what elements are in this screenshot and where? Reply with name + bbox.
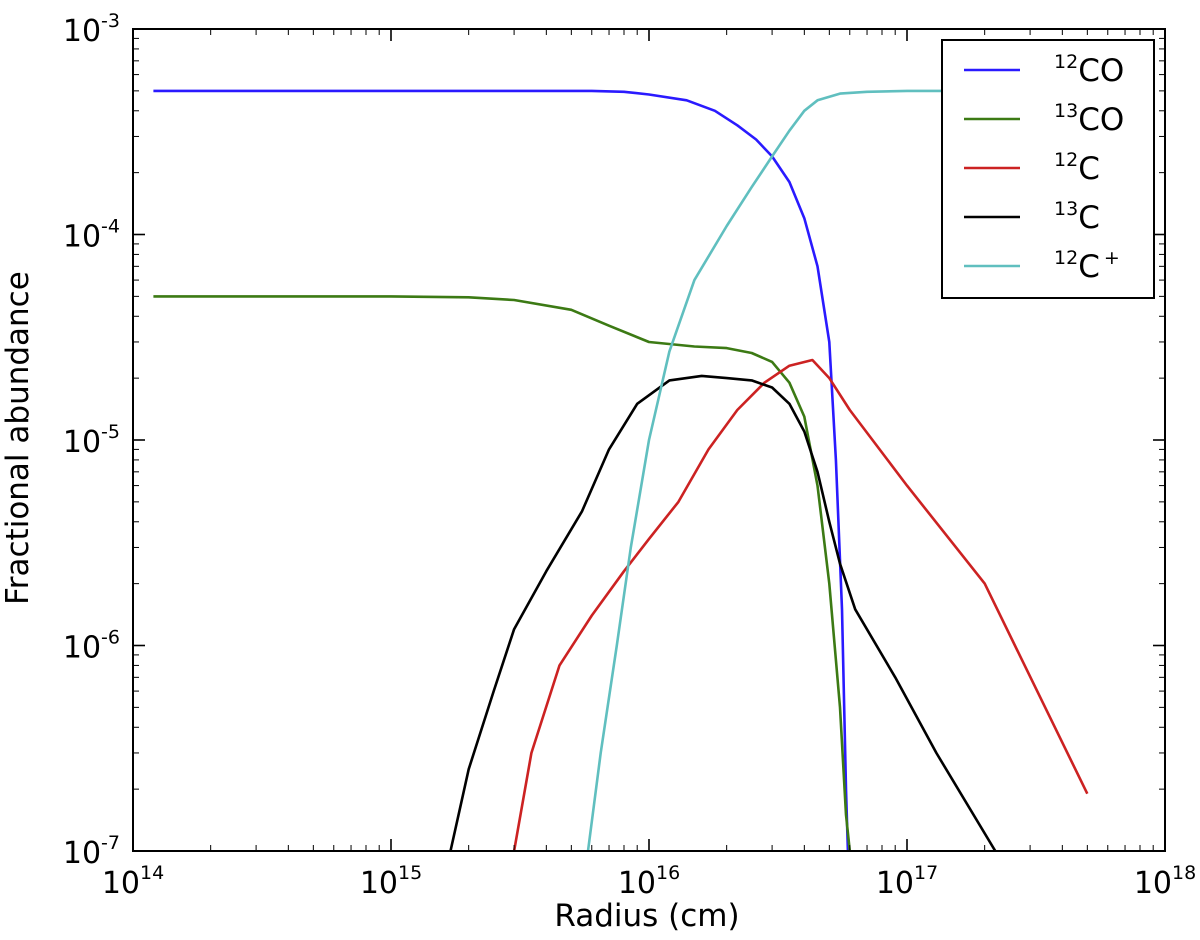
y-tick-label: 10-4: [63, 216, 120, 255]
x-tick-label: 1018: [1134, 862, 1196, 901]
axis-ticks: [132, 28, 1166, 852]
y-tick-label: 10-5: [63, 421, 120, 460]
x-tick-label: 1015: [360, 862, 422, 901]
y-tick-label: 10-7: [63, 832, 120, 871]
legend-label-c12: 12C: [1054, 149, 1100, 187]
series-line-c12: [512, 358, 1089, 851]
legend-label-co13: 13CO: [1054, 100, 1124, 138]
x-tick-label: 1017: [876, 862, 938, 901]
x-axis-label: Radius (cm): [554, 898, 739, 934]
tick-labels: 1014 1015 1016 1017 1018 10-7 10-6 10-5 10-4 10-3: [63, 10, 1196, 901]
x-tick-label: 1014: [102, 862, 164, 901]
series-line-c13: [449, 374, 997, 851]
y-axis-label: Fractional abundance: [0, 271, 36, 605]
x-tick-label: 1016: [618, 862, 680, 901]
legend-label-c12p: 12C +: [1054, 247, 1120, 285]
series-line-co13: [153, 295, 852, 851]
legend-label-co12: 12CO: [1054, 51, 1124, 89]
legend: 12CO 13CO 12C 13C 12C +: [941, 39, 1155, 299]
series-line-co12: [153, 89, 850, 851]
y-tick-label: 10-3: [63, 10, 120, 49]
legend-label-c13: 13C: [1054, 198, 1100, 236]
series-line-c12p: [586, 89, 985, 851]
y-tick-label: 10-6: [63, 627, 120, 666]
plot-curves: [153, 89, 1089, 851]
